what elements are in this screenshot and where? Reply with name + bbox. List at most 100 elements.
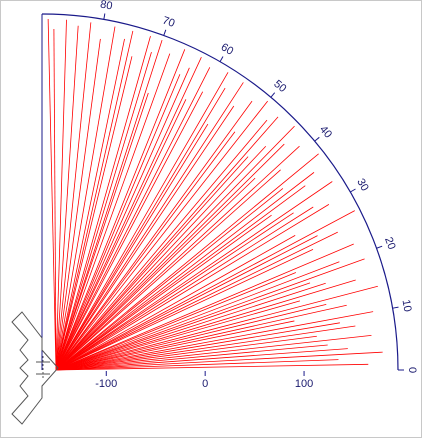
ray xyxy=(55,258,365,371)
ray xyxy=(55,279,356,371)
ray xyxy=(55,57,202,371)
ray xyxy=(55,261,340,371)
ray xyxy=(55,67,211,371)
angle-axis xyxy=(41,13,399,371)
ray xyxy=(55,39,163,371)
ray xyxy=(55,210,355,371)
ray xyxy=(55,82,244,371)
ray xyxy=(55,303,327,371)
ray xyxy=(55,172,315,371)
ray xyxy=(55,311,374,371)
ray xyxy=(55,335,317,371)
ray xyxy=(55,348,348,371)
ray xyxy=(55,282,326,371)
ray xyxy=(55,116,279,371)
angle-tick xyxy=(350,188,356,193)
angle-tick xyxy=(314,136,320,142)
ray xyxy=(55,177,256,371)
ray xyxy=(55,100,268,371)
ray xyxy=(55,123,209,371)
ray xyxy=(55,185,306,371)
vessel-icon xyxy=(11,311,59,425)
angle-tick xyxy=(392,306,399,309)
x-tick-label: -100 xyxy=(95,378,117,390)
ray xyxy=(55,105,235,371)
ray xyxy=(55,272,297,371)
ray xyxy=(55,153,319,371)
ray xyxy=(55,320,295,371)
ray xyxy=(55,145,300,371)
rays xyxy=(47,18,383,371)
ray xyxy=(55,99,187,371)
ray xyxy=(55,204,330,371)
ray xyxy=(55,25,79,371)
ray xyxy=(55,51,152,371)
ray xyxy=(55,243,354,371)
ray xyxy=(55,344,328,371)
ray xyxy=(55,334,372,371)
ray xyxy=(55,19,67,371)
angle-tick xyxy=(376,245,383,249)
angle-tick-label: 60 xyxy=(219,41,236,58)
angle-tick-label: 0 xyxy=(406,367,418,373)
ray xyxy=(55,206,314,371)
ray xyxy=(55,282,311,371)
angle-tick xyxy=(103,13,106,20)
ray xyxy=(55,119,268,371)
ray xyxy=(55,26,116,371)
ray xyxy=(55,156,249,371)
ray xyxy=(55,30,134,371)
angle-tick-label: 20 xyxy=(382,236,397,252)
ray xyxy=(55,22,92,371)
ray xyxy=(55,214,272,371)
ray xyxy=(55,235,318,371)
ray xyxy=(55,325,356,371)
ray xyxy=(55,359,339,371)
angle-tick-label: 30 xyxy=(354,177,371,194)
ray xyxy=(55,67,190,371)
ray xyxy=(55,143,285,371)
ray xyxy=(55,235,296,371)
ray xyxy=(55,74,181,371)
ray xyxy=(53,29,57,371)
angle-tick xyxy=(219,56,224,62)
ray xyxy=(55,363,369,371)
ray xyxy=(55,125,295,371)
ray xyxy=(55,188,284,371)
ray xyxy=(47,18,57,371)
ray xyxy=(55,100,253,371)
ray xyxy=(55,304,347,371)
ray xyxy=(55,36,151,371)
ray xyxy=(55,322,340,371)
angle-tick-label: 10 xyxy=(399,299,413,313)
ray xyxy=(55,53,171,371)
vessel-outline xyxy=(11,311,59,425)
ray xyxy=(55,91,204,371)
ray xyxy=(55,38,101,371)
ray xyxy=(55,56,133,371)
ray xyxy=(55,92,149,371)
ray xyxy=(55,72,229,371)
ray xyxy=(55,145,267,371)
angle-tick-label: 70 xyxy=(161,14,177,29)
angle-tick xyxy=(163,29,167,36)
ray xyxy=(55,169,281,371)
ray xyxy=(55,87,226,371)
x-tick-label: 0 xyxy=(202,378,208,390)
ray xyxy=(55,351,383,371)
ray xyxy=(55,300,301,371)
ray xyxy=(55,231,338,371)
ray xyxy=(55,131,236,371)
ray xyxy=(55,49,186,371)
ray xyxy=(55,248,314,371)
angle-tick-label: 80 xyxy=(99,0,113,13)
angle-tick xyxy=(270,92,276,98)
ray xyxy=(55,212,294,371)
ray xyxy=(55,181,333,371)
ray xyxy=(55,38,125,371)
ray xyxy=(55,285,378,371)
x-tick-label: 100 xyxy=(295,378,313,390)
